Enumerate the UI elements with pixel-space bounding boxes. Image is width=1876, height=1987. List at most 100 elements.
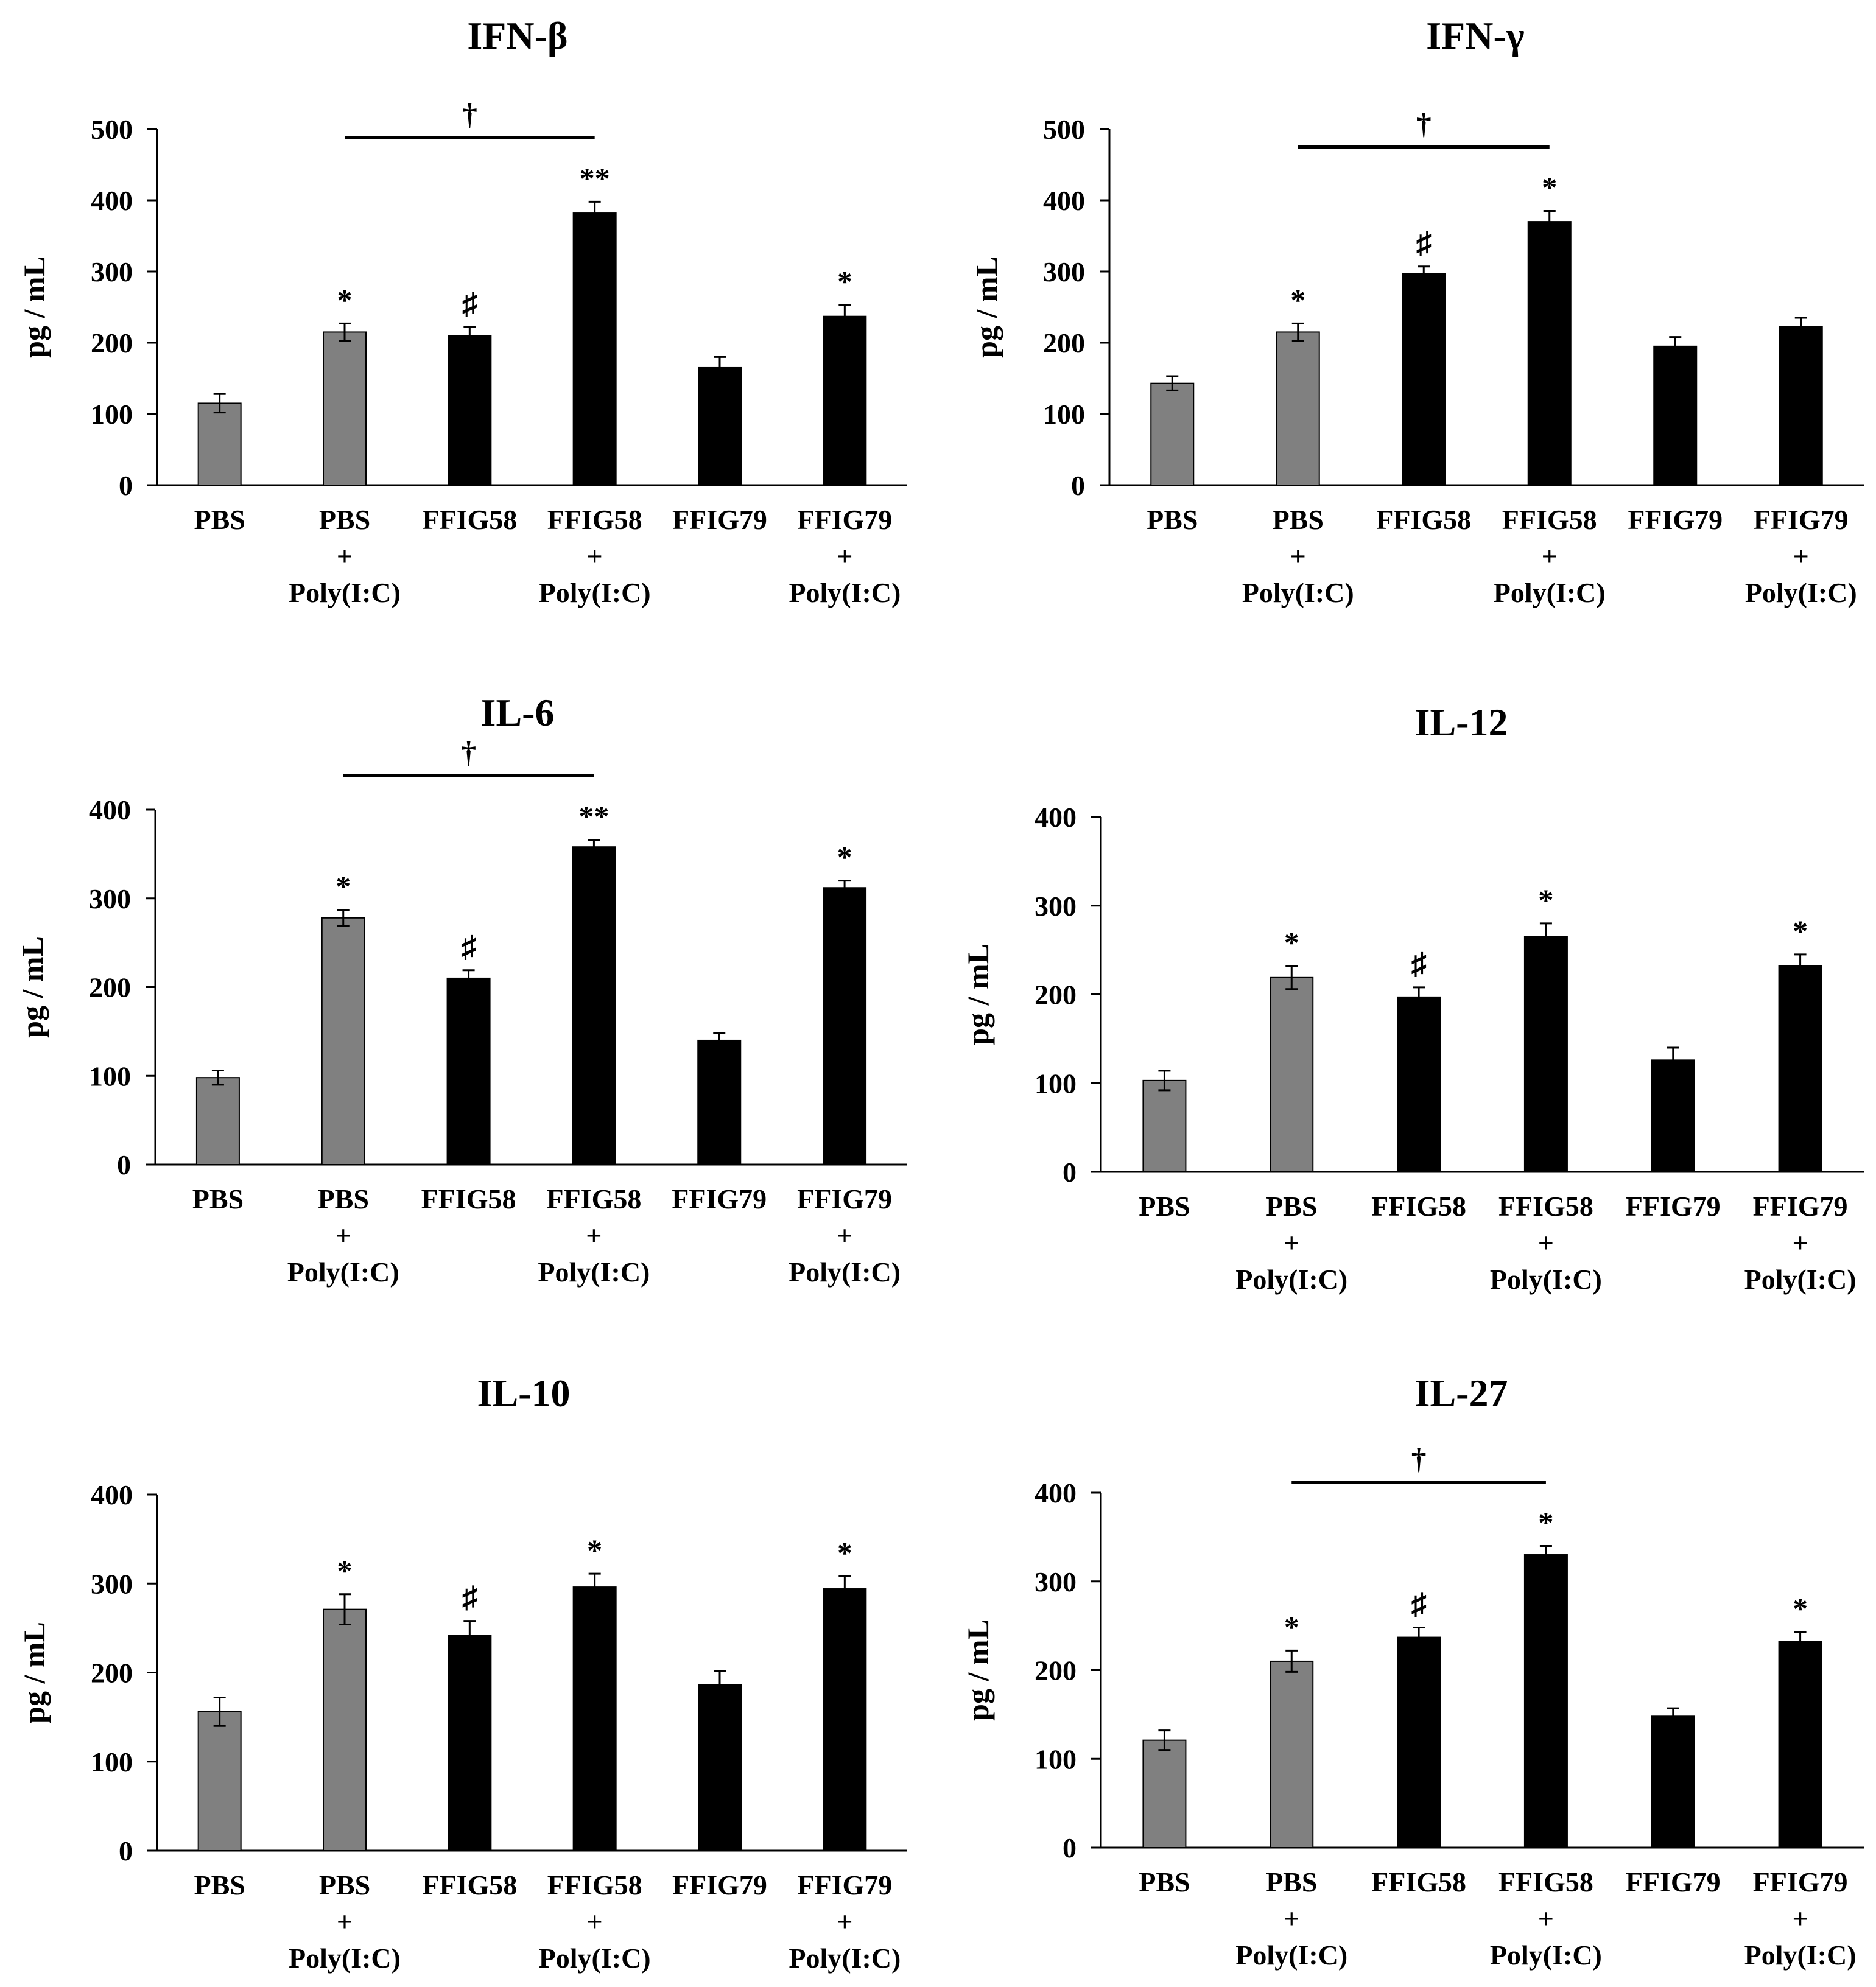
bar-6 [823,1588,867,1851]
y-tick-label: 400 [1035,802,1077,833]
category-label: PBS [318,1183,369,1214]
y-tick-label: 0 [1063,1157,1077,1188]
chart-title: IL-6 [481,691,555,734]
category-label: Poly(I:C) [1490,1940,1602,1971]
bar-1 [197,1711,242,1852]
significance-mark: * [1538,1505,1553,1539]
bar-2 [1276,331,1320,486]
bar-4 [1527,221,1572,486]
category-label: Poly(I:C) [538,1256,650,1288]
y-tick-label: 300 [91,256,133,287]
category-label: Poly(I:C) [289,1943,401,1974]
significance-mark: * [1284,1610,1299,1644]
y-tick-label: 400 [89,794,131,825]
category-label: FFIG58 [1498,1866,1593,1898]
bar-1 [1142,1079,1187,1172]
category-label: + [587,1906,603,1937]
significance-mark: ♯ [1411,1587,1427,1621]
category-label: Poly(I:C) [289,577,401,608]
category-label: + [837,1906,852,1937]
y-tick-label: 400 [91,185,133,216]
y-tick-label: 500 [1043,114,1085,145]
y-tick-label: 300 [91,1568,133,1599]
category-label: PBS [319,504,370,535]
y-tick-label: 300 [1035,891,1077,922]
bar-2 [323,331,367,486]
y-tick-label: 0 [119,470,133,501]
category-label: Poly(I:C) [539,1943,651,1974]
category-label: PBS [1139,1191,1190,1222]
category-label: PBS [1139,1866,1190,1898]
bracket-mark: † [462,97,477,131]
bar-6 [1778,965,1822,1172]
category-label: FFIG79 [672,504,767,535]
bar-3 [448,1635,492,1851]
y-tick-label: 0 [1071,470,1085,501]
significance-mark: * [587,1533,602,1567]
bar-3 [1397,996,1441,1173]
category-label: FFIG58 [422,1870,517,1901]
category-label: Poly(I:C) [287,1256,399,1288]
category-label: FFIG79 [672,1183,767,1214]
bar-1 [1150,382,1195,486]
category-label: PBS [1273,504,1324,535]
y-tick-label: 400 [1035,1477,1077,1509]
chart-panel-3: IL-6 pg / mL 0 100 200 300 400 PBS * PBS + Poly(I:C… [15,691,907,1288]
bar-1 [195,1077,240,1166]
category-label: + [337,541,353,572]
significance-mark: * [1542,170,1557,205]
significance-mark: * [837,1536,852,1570]
significance-mark: * [1284,925,1299,959]
bar-5 [697,1039,742,1165]
y-tick-label: 200 [89,972,131,1003]
category-label: + [1538,1903,1554,1934]
category-label: PBS [1266,1191,1317,1222]
bar-2 [1270,976,1314,1172]
category-label: Poly(I:C) [539,577,651,608]
chart-panel-1: IFN-β pg / mL 0 100 200 300 400 500 PBS * PBS + Poly… [17,14,907,608]
category-label: FFIG79 [1628,504,1723,535]
significance-mark: * [837,264,852,298]
bracket-mark: † [1411,1441,1427,1475]
category-label: + [837,541,852,572]
category-label: FFIG58 [1376,504,1471,535]
category-label: FFIG79 [1754,504,1849,535]
category-label: Poly(I:C) [1745,577,1857,608]
significance-mark: ♯ [1411,947,1427,981]
bar-6 [823,315,867,486]
bar-5 [1651,1715,1695,1849]
chart-panel-5: IL-10 pg / mL 0 100 200 300 400 PBS * PBS + Poly(I:… [17,1372,907,1974]
bar-4 [572,1586,617,1852]
y-tick-label: 300 [1035,1566,1077,1597]
y-tick-label: 200 [1035,979,1077,1011]
significance-mark: * [837,840,852,874]
category-label: + [1284,1227,1299,1258]
category-label: + [1792,1903,1808,1934]
y-tick-label: 500 [91,114,133,145]
category-label: + [587,541,603,572]
significance-mark: ♯ [461,930,476,964]
category-label: FFIG79 [1626,1191,1721,1222]
category-label: Poly(I:C) [1235,1940,1347,1971]
significance-mark: * [1538,883,1553,917]
category-label: + [586,1220,602,1251]
chart-panel-4: IL-12 pg / mL 0 100 200 300 400 PBS * PBS + Poly(I:… [961,701,1864,1295]
category-label: + [1542,541,1558,572]
chart-title: IL-12 [1415,701,1508,744]
category-label: FFIG58 [1371,1866,1466,1898]
bar-6 [1778,1641,1822,1849]
category-label: FFIG58 [1371,1191,1466,1222]
significance-mark: * [336,869,351,903]
category-label: FFIG58 [547,1870,642,1901]
bar-6 [1779,326,1823,486]
chart-title: IL-10 [477,1372,571,1415]
y-axis-label: pg / mL [969,256,1003,358]
category-label: PBS [194,1870,245,1901]
bar-2 [321,917,365,1165]
category-label: + [337,1906,353,1937]
category-label: PBS [319,1870,370,1901]
category-label: FFIG79 [1753,1191,1848,1222]
category-label: FFIG79 [797,1183,892,1214]
bar-5 [698,1684,742,1852]
significance-mark: * [337,1554,353,1588]
